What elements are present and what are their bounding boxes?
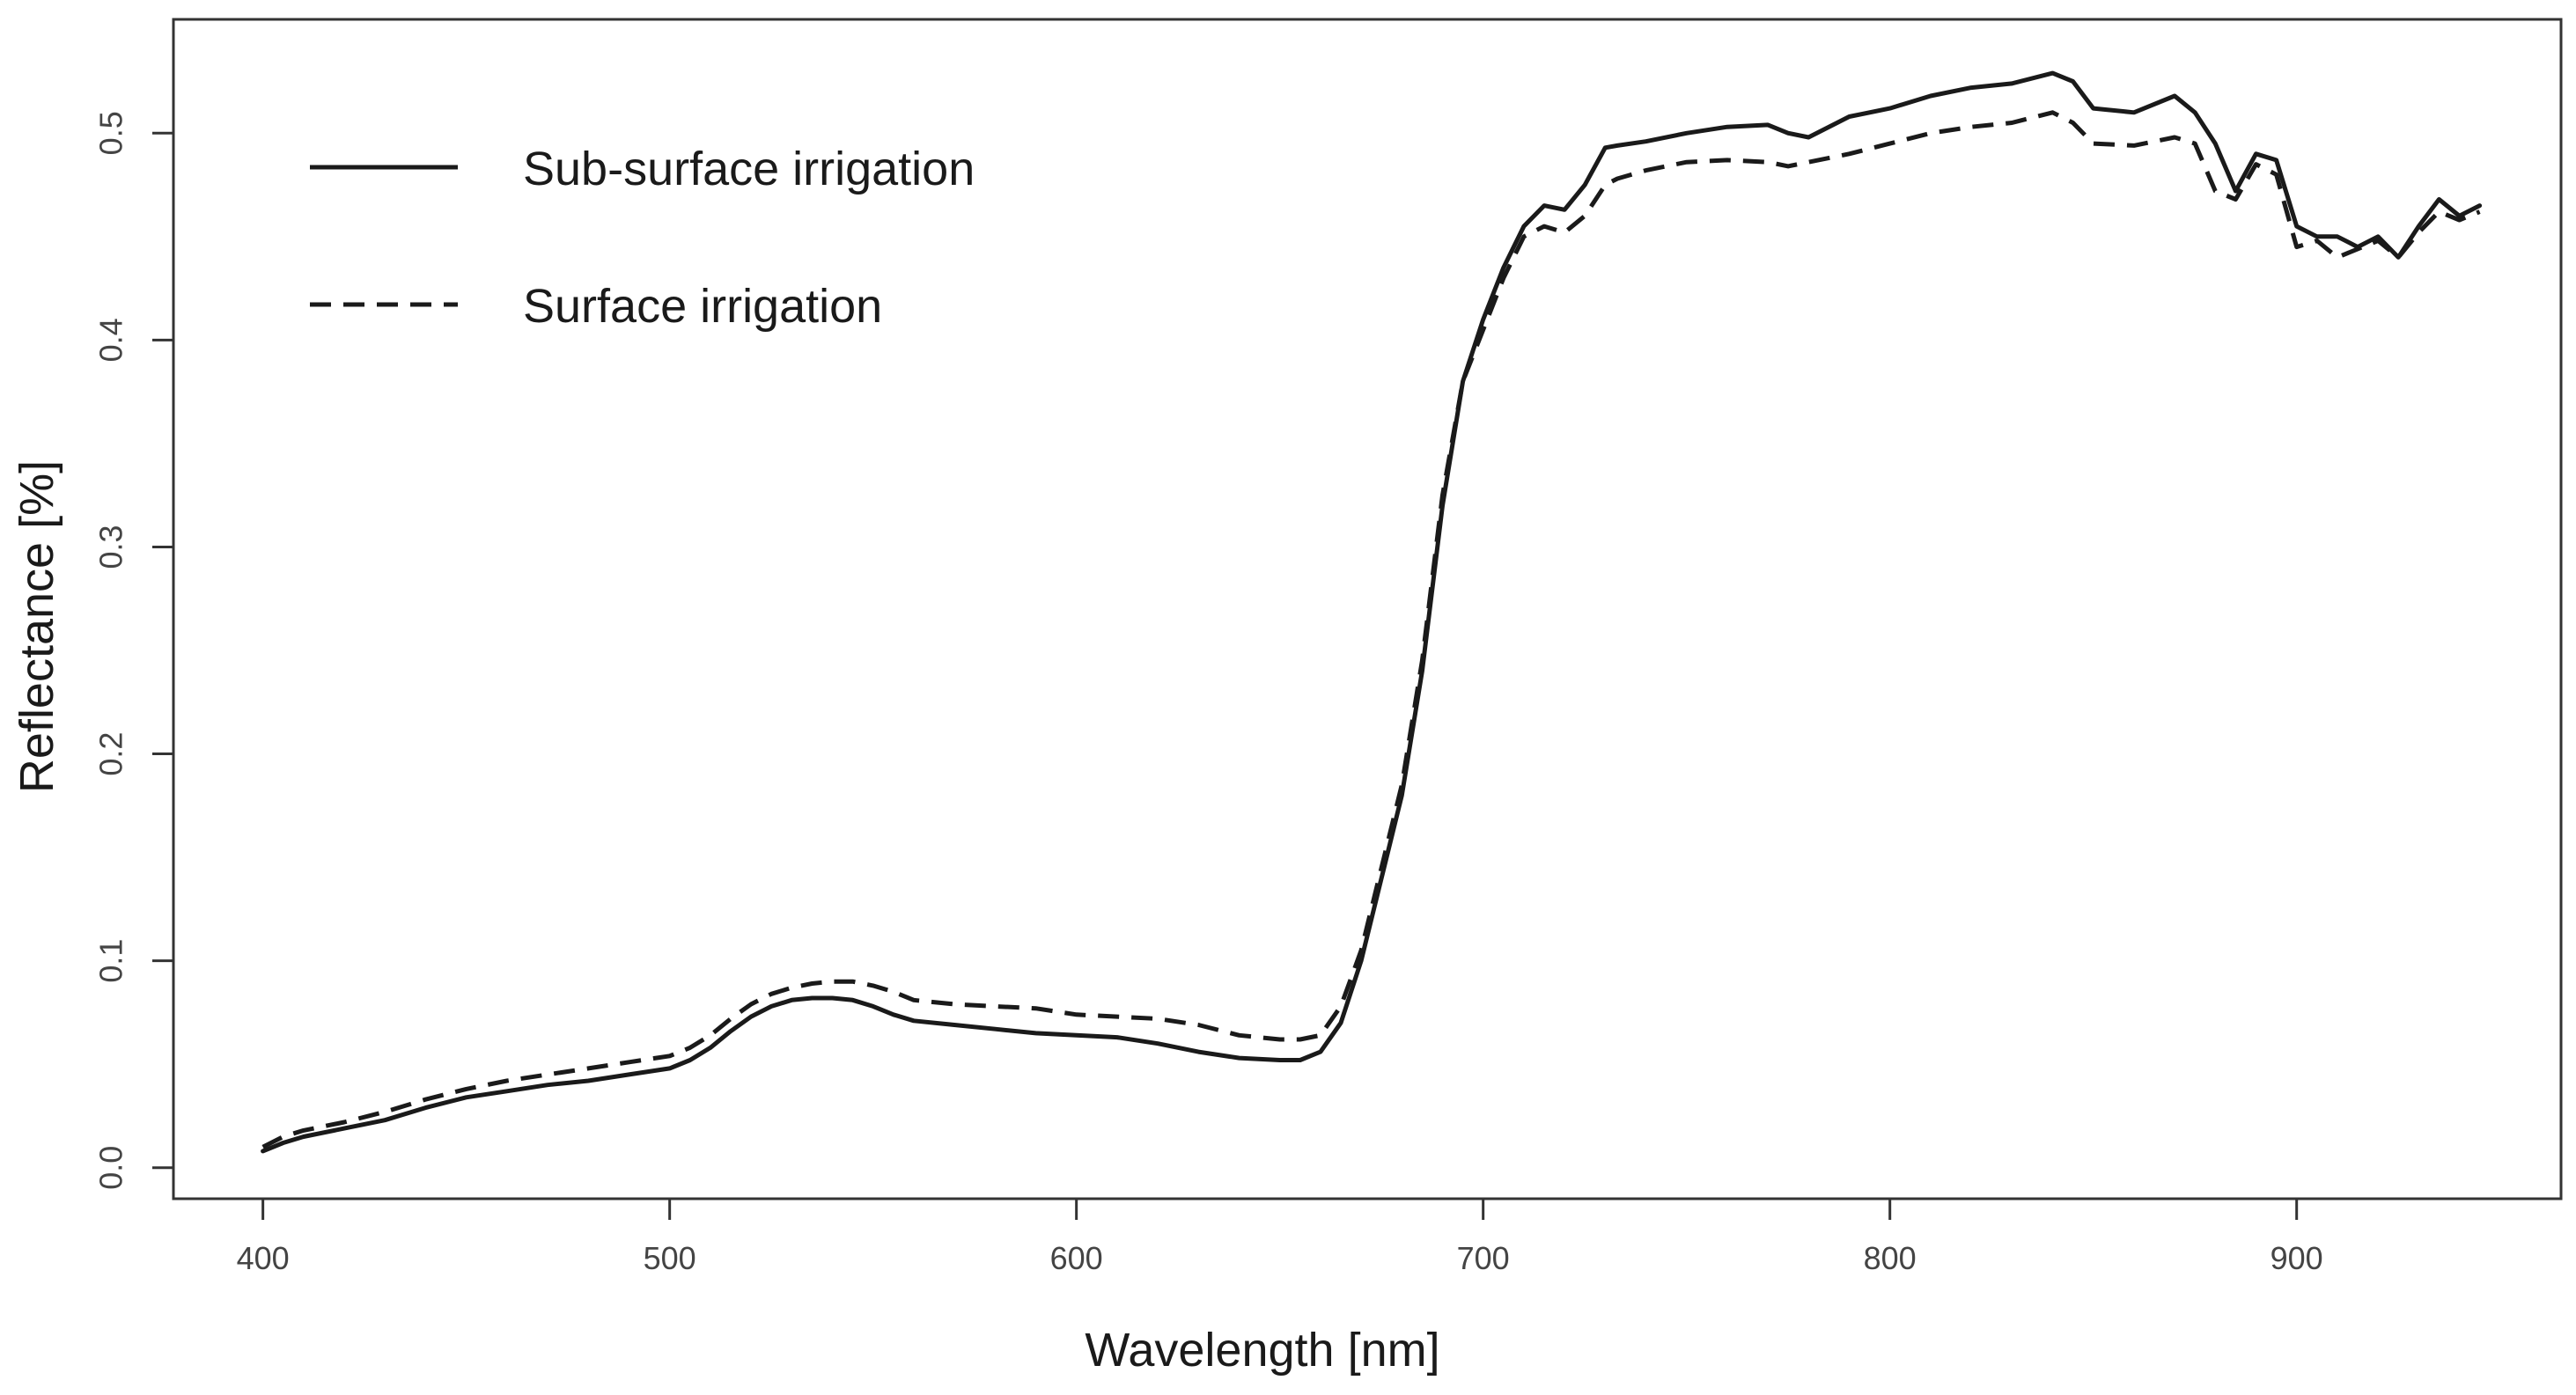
- y-axis-title: Reflectance [%]: [11, 460, 63, 793]
- y-tick-label: 0.4: [93, 318, 129, 362]
- y-tick-label: 0.5: [93, 111, 129, 155]
- legend-label-sub-surface-irrigation: Sub-surface irrigation: [523, 143, 975, 195]
- legend-label-surface-irrigation: Surface irrigation: [523, 280, 882, 333]
- series-layer: [261, 70, 2483, 1154]
- y-tick-label: 0.3: [93, 525, 129, 569]
- series-line-surface-irrigation: [261, 110, 2481, 1149]
- y-tick-label: 0.1: [93, 939, 129, 983]
- x-axis-title: Wavelength [nm]: [1085, 1324, 1439, 1377]
- y-axis: 0.0 0.1 0.2 0.3 0.4 0.5: [93, 111, 173, 1190]
- x-tick-label: 800: [1864, 1240, 1917, 1276]
- plot-frame: [172, 18, 2563, 1200]
- series-line-sub-surface-irrigation: [261, 70, 2483, 1154]
- y-tick-label: 0.0: [93, 1146, 129, 1190]
- x-tick-label: 600: [1050, 1240, 1103, 1276]
- x-tick-label: 900: [2271, 1240, 2323, 1276]
- y-tick-label: 0.2: [93, 732, 129, 776]
- x-tick-label: 500: [644, 1240, 696, 1276]
- x-axis: 400 500 600 700 800 900: [237, 1197, 2323, 1276]
- legend: Sub-surface irrigation Surface irrigatio…: [310, 143, 975, 333]
- x-tick-label: 400: [237, 1240, 290, 1276]
- x-tick-label: 700: [1457, 1240, 1510, 1276]
